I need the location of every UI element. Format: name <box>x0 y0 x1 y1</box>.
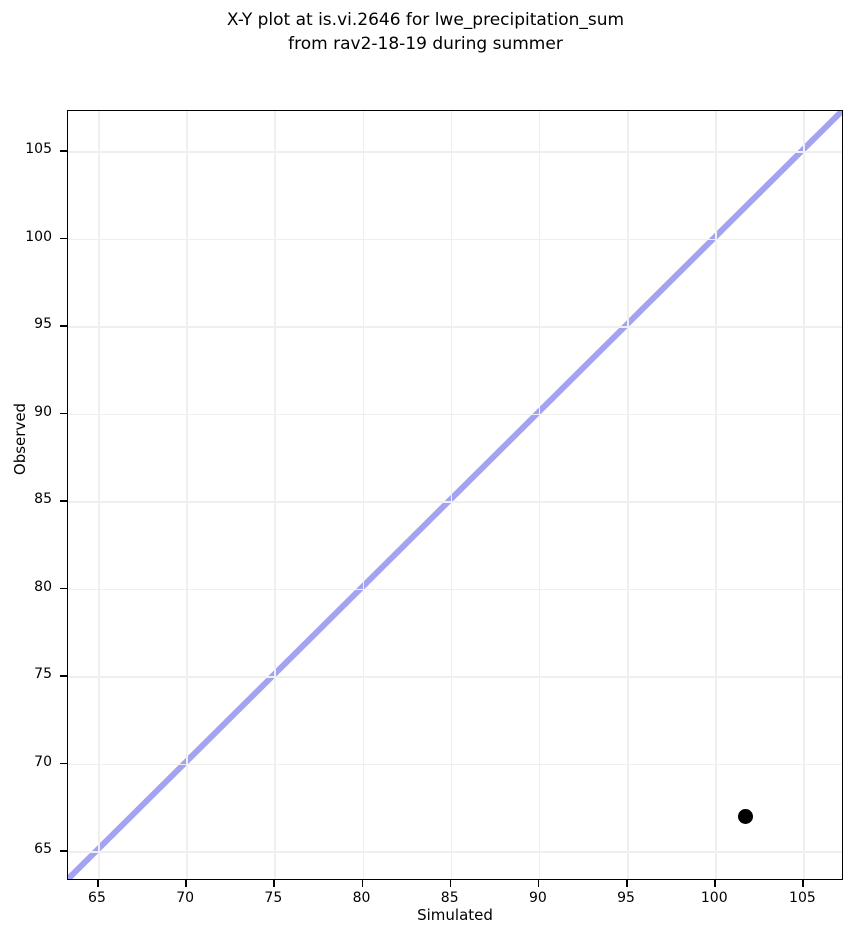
gridline-horizontal <box>68 588 842 591</box>
x-tick <box>273 880 275 887</box>
y-tick <box>60 675 67 677</box>
x-tick-label: 75 <box>264 890 283 906</box>
plot-area <box>67 110 843 880</box>
x-tick-label: 80 <box>352 890 371 906</box>
chart-title: X-Y plot at is.vi.2646 for lwe_precipita… <box>226 10 625 54</box>
x-tick-label: 70 <box>176 890 195 906</box>
data-point <box>737 808 753 824</box>
gridline-vertical <box>715 111 717 879</box>
y-tick <box>60 850 67 852</box>
x-tick-label: 95 <box>617 890 635 906</box>
gridline-horizontal <box>68 763 842 766</box>
gridline-horizontal <box>68 151 842 153</box>
x-tick <box>185 880 187 887</box>
x-tick <box>96 880 99 887</box>
gridline-vertical <box>627 111 629 879</box>
gridline-horizontal <box>68 851 842 853</box>
x-tick <box>537 880 540 887</box>
y-tick-label: 85 <box>34 491 52 508</box>
y-tick-label: 80 <box>34 578 52 595</box>
y-tick <box>60 150 67 152</box>
x-tick-label: 105 <box>789 890 816 906</box>
y-tick <box>60 762 67 765</box>
gridline-horizontal <box>68 326 842 328</box>
y-tick <box>60 325 67 327</box>
x-tick-label: 65 <box>88 890 106 906</box>
x-tick <box>714 880 716 887</box>
x-tick-label: 85 <box>440 890 459 906</box>
x-tick <box>802 880 805 887</box>
y-tick <box>60 587 67 590</box>
gridline-vertical <box>362 111 365 879</box>
gridline-horizontal <box>68 501 842 503</box>
gridline-vertical <box>538 111 541 879</box>
y-tick-label: 75 <box>34 666 52 683</box>
y-tick-label: 105 <box>25 141 52 158</box>
x-tick-label: 90 <box>528 890 547 906</box>
y-tick-label: 95 <box>34 316 52 333</box>
x-tick <box>361 880 364 887</box>
y-tick-label: 70 <box>34 753 52 770</box>
gridline-horizontal <box>68 413 842 416</box>
y-tick <box>60 237 67 240</box>
x-tick <box>449 880 452 887</box>
y-tick-label: 65 <box>34 841 52 858</box>
gridline-vertical <box>274 111 276 879</box>
x-tick <box>626 880 628 887</box>
y-tick <box>60 500 67 502</box>
gridline-vertical <box>97 111 100 879</box>
y-tick-label: 100 <box>25 228 52 245</box>
gridline-horizontal <box>68 676 842 678</box>
y-tick-label: 90 <box>34 403 52 420</box>
gridline-vertical <box>803 111 806 879</box>
gridline-horizontal <box>68 238 842 241</box>
gridline-vertical <box>186 111 188 879</box>
y-axis-label: Observed <box>11 402 29 476</box>
x-axis-label: Simulated <box>417 906 493 924</box>
x-tick-label: 100 <box>700 890 728 906</box>
gridline-vertical <box>450 111 453 879</box>
y-tick <box>60 412 67 415</box>
